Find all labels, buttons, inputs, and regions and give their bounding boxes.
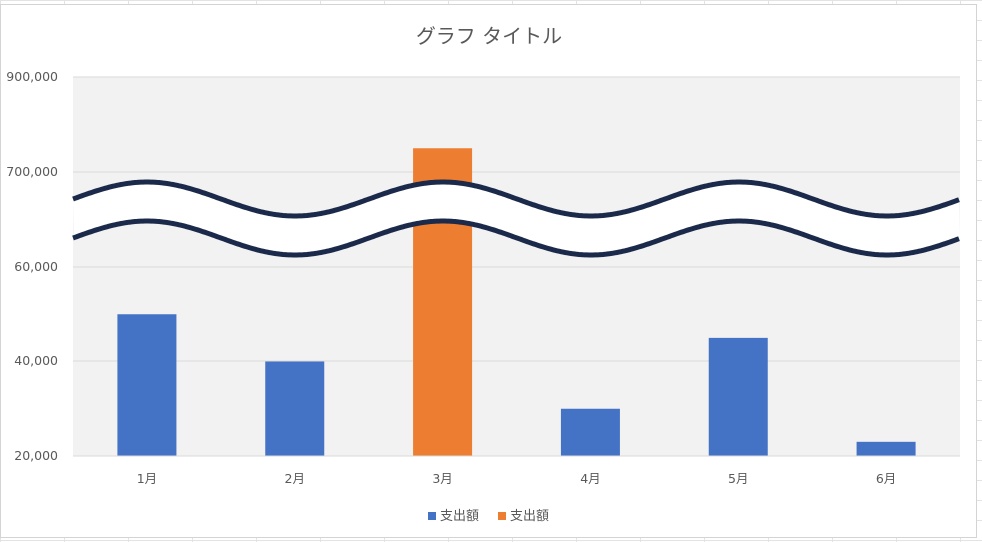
x-tick-label: 3月 [432,471,452,486]
x-tick-label: 2月 [285,471,305,486]
y-tick-label: 60,000 [14,259,58,274]
chart-container[interactable]: グラフ タイトル 900,000 700,000 60,000 40,000 20,00… [0,4,977,538]
x-tick-label: 4月 [580,471,600,486]
x-tick-label: 5月 [728,471,748,486]
bar-chart: グラフ タイトル 900,000 700,000 60,000 40,000 20,00… [6,24,960,524]
y-tick-label: 700,000 [6,164,58,179]
y-tick-label: 40,000 [14,353,58,368]
axis-break-band [73,182,960,255]
axis-break-line-upper [72,179,960,219]
x-tick-label: 1月 [137,471,157,486]
y-tick-label: 900,000 [6,69,58,84]
x-tick-label: 6月 [876,471,896,486]
x-axis-tick-labels: 1月 2月 3月 4月 5月 6月 [137,471,897,486]
legend-label[interactable]: 支出額 [510,509,549,524]
y-axis-tick-labels: 900,000 700,000 60,000 40,000 20,000 [6,69,58,463]
gridlines [73,76,960,362]
bar-2[interactable] [265,361,325,457]
bars[interactable] [117,148,916,457]
legend-swatch [498,512,506,520]
legend-label[interactable]: 支出額 [440,509,479,524]
bar-4[interactable] [560,408,620,456]
axis-break-line-lower [72,218,960,258]
axis-break-wave [72,179,960,258]
bar-1[interactable] [117,314,177,456]
bar-6[interactable] [856,441,916,456]
y-tick-label: 20,000 [14,448,58,463]
legend[interactable]: 支出額 支出額 [428,509,549,524]
legend-swatch [428,512,436,520]
bar-5[interactable] [708,337,768,456]
chart-title[interactable]: グラフ タイトル [416,24,562,48]
